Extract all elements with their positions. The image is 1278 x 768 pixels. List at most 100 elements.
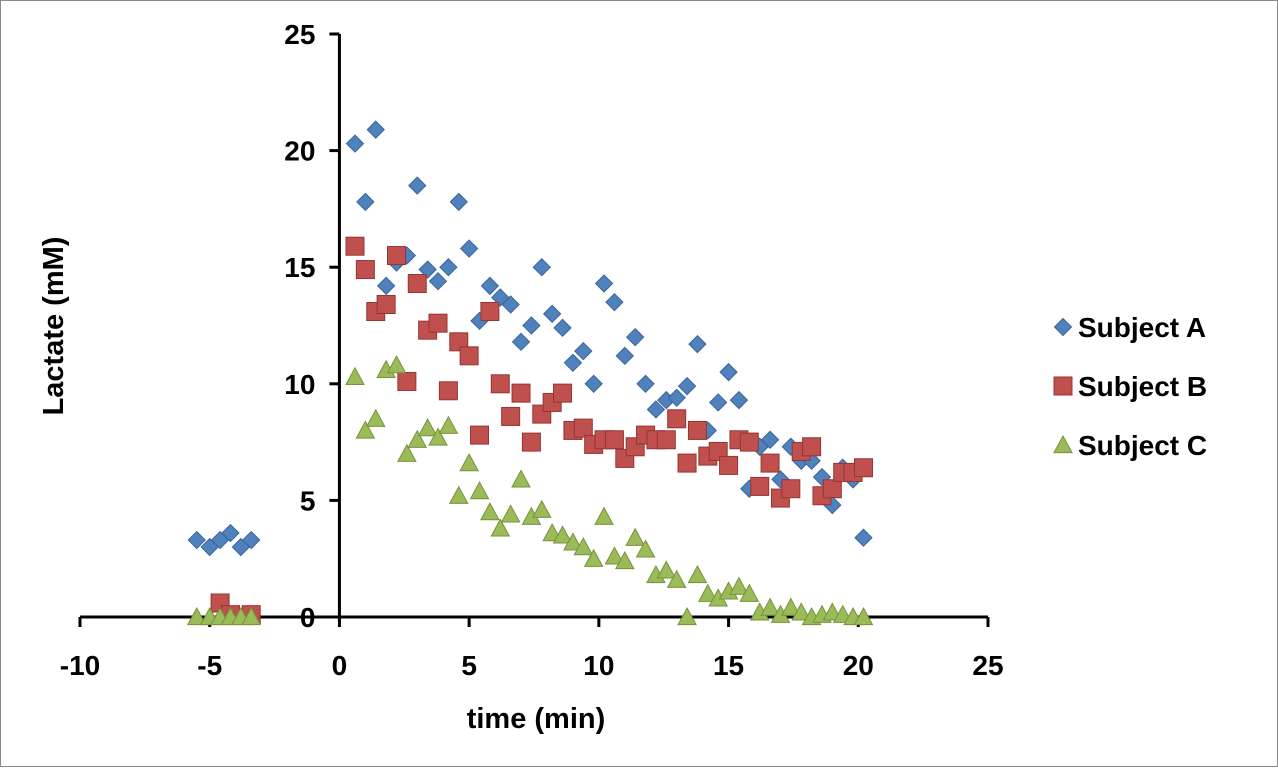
y-axis-title: Lactate (mM): [38, 237, 70, 416]
data-point: [345, 366, 365, 385]
data-point: [552, 525, 573, 544]
data-point: [614, 550, 635, 570]
data-point: [667, 409, 687, 429]
x-tick-label: 20: [843, 650, 874, 681]
y-tick-label: 5: [300, 485, 316, 516]
data-point: [345, 134, 365, 153]
data-point: [531, 499, 552, 518]
data-point: [677, 376, 697, 396]
data-point: [407, 429, 428, 448]
data-point: [459, 453, 479, 472]
data-point: [511, 469, 531, 488]
data-point: [584, 374, 603, 394]
data-point: [490, 374, 510, 394]
data-point: [791, 602, 812, 621]
data-point: [521, 432, 541, 452]
data-point: [532, 257, 551, 277]
data-point: [469, 481, 490, 500]
data-point: [594, 506, 614, 525]
data-point: [366, 120, 385, 139]
data-point: [428, 313, 448, 333]
data-point: [397, 371, 417, 391]
legend-marker-square: [1053, 376, 1073, 396]
legend-label: Subject C: [1078, 430, 1207, 461]
data-point: [356, 192, 375, 212]
data-point: [345, 236, 365, 256]
data-point: [760, 597, 780, 616]
data-point: [656, 430, 676, 450]
data-point: [604, 546, 625, 565]
data-point: [760, 453, 780, 473]
data-point: [480, 502, 500, 521]
data-point: [459, 346, 479, 366]
data-point: [677, 606, 697, 626]
legend-label: Subject B: [1078, 371, 1207, 402]
data-point: [397, 443, 417, 462]
data-point: [594, 274, 614, 293]
data-point: [635, 539, 656, 558]
data-point: [365, 408, 386, 427]
data-point: [687, 564, 708, 584]
data-point: [428, 271, 448, 291]
data-point: [802, 437, 822, 457]
legend: Subject A Subject B Subject C: [1053, 312, 1207, 461]
data-point: [822, 479, 842, 499]
data-point: [553, 383, 573, 403]
data-point: [500, 504, 521, 523]
data-point: [687, 420, 707, 440]
data-point: [583, 548, 604, 567]
y-tick-label: 0: [300, 602, 316, 633]
data-point: [241, 606, 262, 626]
data-points: [186, 120, 874, 626]
data-point: [355, 260, 375, 280]
data-point: [376, 276, 396, 296]
data-point: [407, 274, 427, 294]
data-point: [439, 257, 458, 277]
x-tick-label: -5: [197, 650, 222, 681]
data-point: [376, 295, 396, 315]
y-tick-label: 15: [284, 252, 315, 283]
legend-label: Subject A: [1078, 312, 1206, 343]
data-point: [438, 415, 459, 434]
data-point: [511, 383, 531, 403]
data-point: [221, 523, 240, 543]
data-point: [355, 420, 376, 439]
data-point: [408, 176, 427, 195]
data-point: [449, 192, 468, 212]
data-point: [646, 400, 666, 419]
data-point: [853, 606, 874, 626]
data-point: [438, 381, 458, 401]
data-point: [448, 485, 469, 504]
data-point: [542, 304, 562, 324]
data-point: [574, 341, 593, 361]
series-subject-b: [210, 236, 873, 625]
legend-marker-triangle: [1053, 434, 1073, 454]
x-axis-title: time (min): [467, 703, 606, 735]
data-point: [854, 528, 873, 547]
x-tick-label: -10: [60, 650, 100, 681]
data-point: [186, 606, 207, 626]
data-point: [688, 334, 707, 354]
data-point: [667, 388, 686, 407]
data-point: [387, 246, 407, 266]
data-point: [781, 479, 801, 499]
x-tick-label: 25: [972, 650, 1003, 681]
data-point: [553, 318, 572, 338]
data-point: [697, 583, 718, 602]
x-tick-label: 5: [461, 650, 477, 681]
data-point: [490, 518, 511, 537]
legend-marker-diamond: [1053, 317, 1073, 337]
x-tick-label: 15: [713, 650, 744, 681]
data-point: [729, 576, 749, 595]
data-point: [187, 530, 206, 550]
data-point: [470, 425, 490, 445]
data-point: [604, 430, 624, 450]
data-point: [729, 390, 749, 410]
data-point: [750, 476, 770, 496]
data-point: [501, 295, 520, 314]
axes: 0 5 10 15 20 25 -10 -5 0 5 10 15 20 25: [60, 19, 1004, 681]
data-point: [677, 453, 697, 473]
data-point: [417, 418, 438, 437]
data-point: [573, 536, 594, 556]
